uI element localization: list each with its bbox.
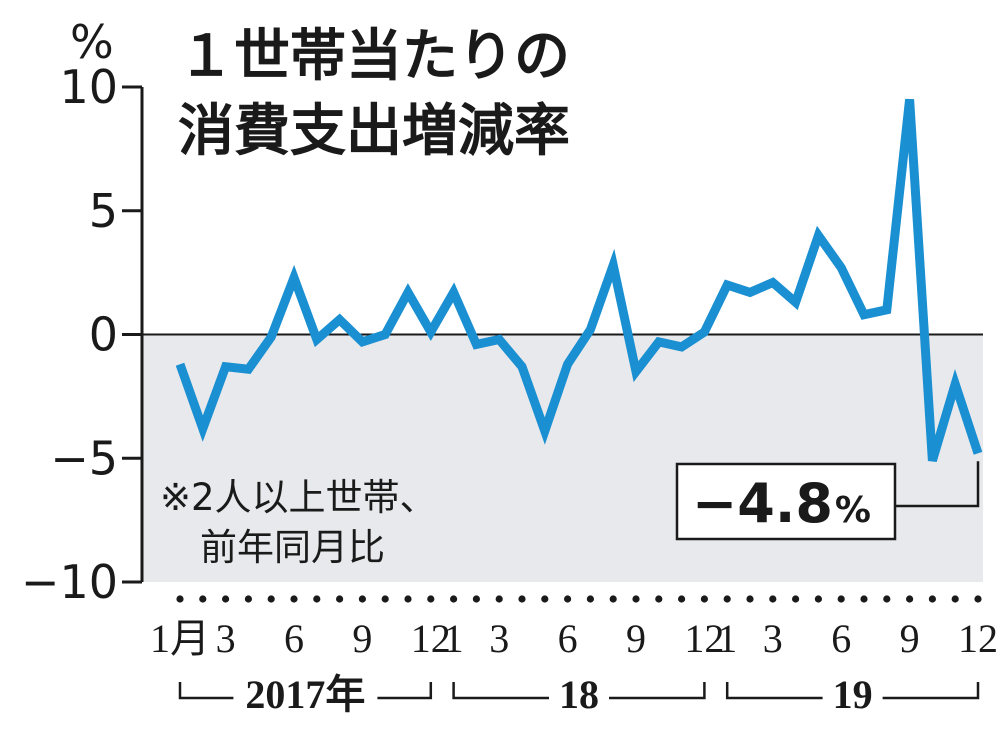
x-tick-label: 3 — [489, 616, 509, 661]
month-dot — [176, 595, 184, 603]
month-dot — [814, 595, 823, 603]
year-bracket-left — [452, 682, 549, 700]
callout-box — [675, 462, 897, 541]
month-dot — [860, 595, 868, 603]
x-tick-label: 6 — [831, 616, 851, 661]
month-dot — [290, 595, 298, 603]
month-dot — [769, 595, 777, 603]
month-dot — [951, 595, 959, 603]
month-dot — [313, 595, 321, 603]
month-dot — [928, 595, 937, 603]
month-dot — [678, 595, 686, 603]
x-tick-label: 9 — [900, 616, 920, 661]
chart-title-line2: 消費支出増減率 — [178, 99, 570, 164]
y-tick-label: −10 — [21, 555, 118, 609]
month-dot — [518, 595, 526, 603]
x-tick-label: 9 — [626, 616, 646, 661]
x-tick-label: 3 — [216, 616, 236, 661]
x-tick-label: 12 — [684, 616, 724, 661]
month-dot — [472, 595, 480, 603]
y-axis: 10 5 0 −5 −10 — [21, 60, 144, 609]
month-dot — [700, 595, 709, 603]
month-dot — [541, 595, 549, 603]
y-tick-label: −5 — [50, 431, 118, 485]
note-line1: ※2人以上世帯、 — [160, 476, 437, 519]
note-line2: 前年同月比 — [200, 526, 385, 569]
month-dot — [222, 595, 230, 603]
y-unit-label: % — [70, 15, 114, 69]
month-dot — [586, 595, 595, 603]
month-dot — [244, 595, 252, 603]
year-bracket-right — [609, 682, 706, 700]
x-tick-label: 6 — [558, 616, 578, 661]
month-dot — [632, 595, 640, 603]
x-tick-label: 1 — [717, 616, 737, 661]
year-bracket-left — [178, 682, 234, 700]
month-dot — [381, 595, 389, 603]
chart-title-line1: １世帯当たりの — [178, 24, 570, 89]
year-label: 2017年 — [245, 672, 365, 717]
x-tick-label: 12 — [958, 616, 998, 661]
month-dot — [564, 595, 572, 603]
series-line — [175, 98, 983, 462]
year-label: 19 — [833, 672, 873, 717]
x-tick-labels: 1月 3 6 9 121 3 6 9 121 3 6 9 12 — [150, 616, 998, 661]
x-tick-label: 12 — [411, 616, 451, 661]
callout-value: −4.8 — [692, 472, 833, 535]
month-dot — [267, 595, 275, 603]
callout-unit: % — [835, 490, 871, 531]
year-brackets: 2017年 18 19 — [178, 672, 980, 717]
month-dot — [427, 595, 435, 603]
x-tick-label: 9 — [352, 616, 372, 661]
month-dot — [723, 595, 731, 603]
month-dot — [655, 595, 663, 603]
y-tick-label: 5 — [89, 184, 118, 238]
month-dot — [837, 595, 845, 603]
month-dot — [358, 595, 366, 603]
month-dot — [336, 595, 344, 603]
year-bracket-left — [725, 682, 823, 700]
month-dot — [609, 595, 617, 603]
month-dots — [176, 595, 982, 603]
callout-text: −4.8% — [692, 472, 871, 535]
x-tick-label: 1月 — [150, 616, 210, 661]
y-tick-label: 0 — [89, 308, 118, 362]
y-tick-label: 10 — [59, 60, 118, 114]
x-tick-label: 3 — [763, 616, 783, 661]
month-dot — [404, 595, 412, 603]
callout-leader — [895, 461, 980, 508]
month-dot — [746, 595, 754, 603]
last-value-callout: −4.8% — [675, 461, 980, 541]
month-dot — [450, 595, 458, 603]
x-tick-label: 1 — [444, 616, 464, 661]
month-dot — [906, 595, 914, 603]
year-label: 18 — [559, 672, 599, 717]
month-dot — [974, 595, 982, 603]
year-bracket-right — [377, 682, 433, 700]
month-dot — [883, 595, 891, 603]
year-bracket-right — [882, 682, 980, 700]
x-tick-label: 6 — [284, 616, 304, 661]
month-dot — [792, 595, 800, 603]
month-dot — [495, 595, 503, 603]
month-dot — [199, 595, 207, 603]
